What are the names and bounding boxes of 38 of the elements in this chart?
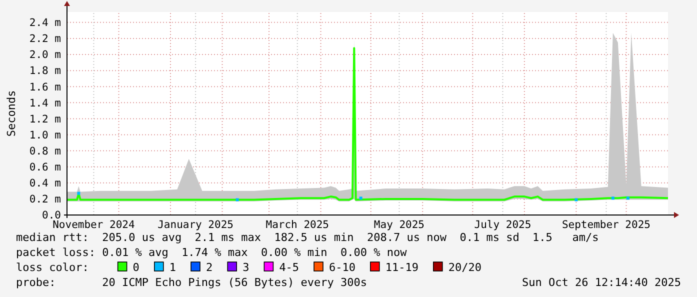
x-tick-label: November 2024 (52, 219, 135, 231)
y-tick-label: 1.6 m (29, 81, 61, 94)
y-tick-label: 2.0 m (29, 49, 61, 62)
y-tick-label: 0.8 m (29, 145, 61, 158)
y-tick-label: 2.2 m (29, 33, 61, 46)
point (626, 196, 630, 200)
y-axis-title: Seconds (5, 90, 18, 137)
text: probe: 20 ICMP Echo Pings (56 Bytes) every 300s (16, 276, 367, 289)
legend-title: loss color: (16, 261, 89, 274)
point (359, 196, 362, 200)
y-tick-label: 1.0 m (29, 129, 61, 142)
y-tick-label: 2.4 m (29, 17, 61, 30)
y-tick-label: 0.6 m (29, 162, 61, 174)
y-tick-label: 1.8 m (29, 65, 61, 78)
point (236, 198, 239, 202)
y-tick-label: 0.2 m (29, 194, 61, 206)
legend-label: 0 (132, 261, 140, 274)
legend-label: 3 (242, 261, 250, 274)
legend-label: 4-5 (279, 261, 300, 274)
y-tick-label: 0.4 m (29, 178, 61, 190)
text: packet loss: 0.01 % avg 1.74 % max 0.00 % min 0.00 % now (16, 246, 408, 259)
x-tick-label: September 2025 (562, 219, 650, 231)
legend-label: 20/20 (448, 261, 482, 274)
point (611, 196, 614, 200)
text: median rtt: 205.0 us avg 2.1 ms max 182.5 us min 208.7 us now 0.1 ms sd 1.5 am/s (16, 231, 599, 244)
legend-label: 11-19 (385, 261, 419, 274)
x-tick-label: May 2025 (374, 219, 425, 231)
legend-label: 1 (169, 261, 176, 274)
point (77, 192, 80, 195)
text: Sun Oct 26 12:14:40 2025 (522, 276, 681, 289)
x-tick-label: March 2025 (266, 219, 329, 231)
legend-label: 2 (206, 261, 213, 274)
x-tick-label: January 2025 (158, 219, 234, 231)
point (574, 198, 578, 202)
legend-label: 6-10 (329, 261, 356, 274)
x-tick-label: July 2025 (474, 219, 532, 231)
y-tick-label: 1.4 m (29, 97, 61, 110)
y-tick-label: 1.2 m (29, 113, 61, 126)
